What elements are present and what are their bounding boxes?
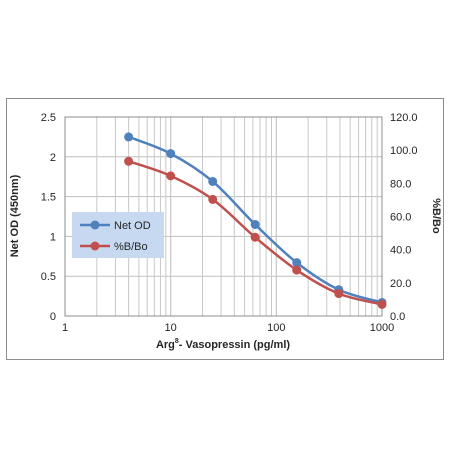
data-point-net-od [124,132,134,142]
x-axis-title-rest: - Vasopressin (pg/ml) [179,339,291,351]
x-tick-label: 100 [267,322,285,334]
y2-tick-label: 100.0 [390,145,418,157]
data-point-b-bo [208,194,218,204]
y-tick-label: 0.5 [41,271,56,283]
x-axis-title: Arg8- Vasopressin (pg/ml) [156,338,290,351]
y2-tick-label: 120.0 [390,112,418,124]
x-tick-label: 1000 [370,322,394,334]
data-point-b-bo [292,265,302,275]
x-tick-label: 10 [165,322,177,334]
y2-tick-label: 0.0 [390,311,405,323]
y-tick-label: 2.5 [41,112,56,124]
series-line-net-od [128,135,383,304]
legend-box [72,212,164,258]
y2-tick-label: 40.0 [390,245,411,257]
y2-axis-title: %B/Bo [430,198,442,234]
plot-area [64,116,383,317]
data-point-b-bo [124,156,134,166]
data-point-net-od [250,219,260,229]
legend-marker-net-od [90,220,100,230]
y-tick-label: 0 [50,311,56,323]
data-point-b-bo [377,299,387,309]
legend-label-b-bo: %B/Bo [114,241,148,253]
data-point-b-bo [250,232,260,242]
data-point-net-od [292,258,302,268]
y2-tick-label: 80.0 [390,178,411,190]
legend-marker-b-bo [90,241,100,251]
series [124,132,387,309]
data-point-net-od [208,176,218,186]
data-point-b-bo [334,289,344,299]
y-tick-label: 1.5 [41,192,56,204]
y-tick-label: 1 [50,231,56,243]
y2-tick-label: 20.0 [390,278,411,290]
legend-label-net-od: Net OD [114,220,151,232]
x-tick-label: 1 [62,322,68,334]
y-tick-label: 2 [50,152,56,164]
y2-tick-label: 60.0 [390,212,411,224]
tick-labels: 0 0.5 1 1.5 2 2.5 0.0 20.0 40.0 60.0 80.0 100.0 120.… [41,112,418,334]
data-point-b-bo [166,171,176,181]
legend: Net OD %B/Bo [72,212,164,258]
y-axis-title: Net OD (450nm) [9,174,21,257]
x-axis-title-superscript: 8 [175,338,179,345]
x-axis-title-main: Arg [156,339,175,351]
data-point-net-od [166,149,176,159]
